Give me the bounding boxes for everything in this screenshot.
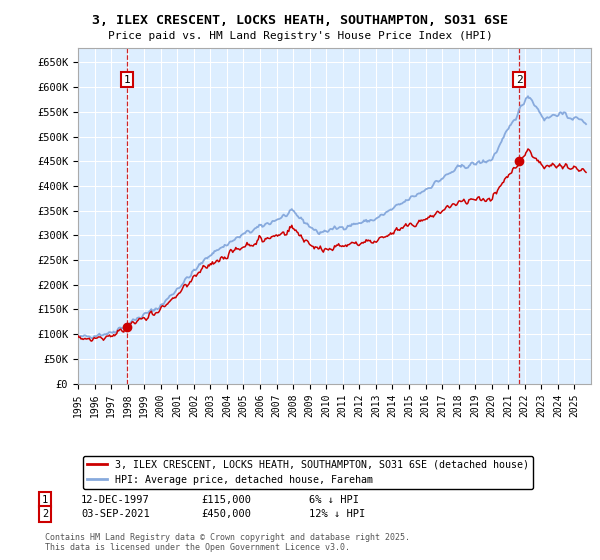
Text: Contains HM Land Registry data © Crown copyright and database right 2025.: Contains HM Land Registry data © Crown c… <box>45 533 410 543</box>
Text: 1: 1 <box>42 494 48 505</box>
Text: 6% ↓ HPI: 6% ↓ HPI <box>309 494 359 505</box>
Text: Price paid vs. HM Land Registry's House Price Index (HPI): Price paid vs. HM Land Registry's House … <box>107 31 493 41</box>
Legend: 3, ILEX CRESCENT, LOCKS HEATH, SOUTHAMPTON, SO31 6SE (detached house), HPI: Aver: 3, ILEX CRESCENT, LOCKS HEATH, SOUTHAMPT… <box>83 456 533 489</box>
Text: 3, ILEX CRESCENT, LOCKS HEATH, SOUTHAMPTON, SO31 6SE: 3, ILEX CRESCENT, LOCKS HEATH, SOUTHAMPT… <box>92 14 508 27</box>
Text: 1: 1 <box>124 74 130 85</box>
Text: £115,000: £115,000 <box>201 494 251 505</box>
Text: 03-SEP-2021: 03-SEP-2021 <box>81 509 150 519</box>
Text: 2: 2 <box>42 509 48 519</box>
Text: £450,000: £450,000 <box>201 509 251 519</box>
Text: 12-DEC-1997: 12-DEC-1997 <box>81 494 150 505</box>
Text: This data is licensed under the Open Government Licence v3.0.: This data is licensed under the Open Gov… <box>45 543 350 552</box>
Text: 2: 2 <box>516 74 523 85</box>
Text: 12% ↓ HPI: 12% ↓ HPI <box>309 509 365 519</box>
